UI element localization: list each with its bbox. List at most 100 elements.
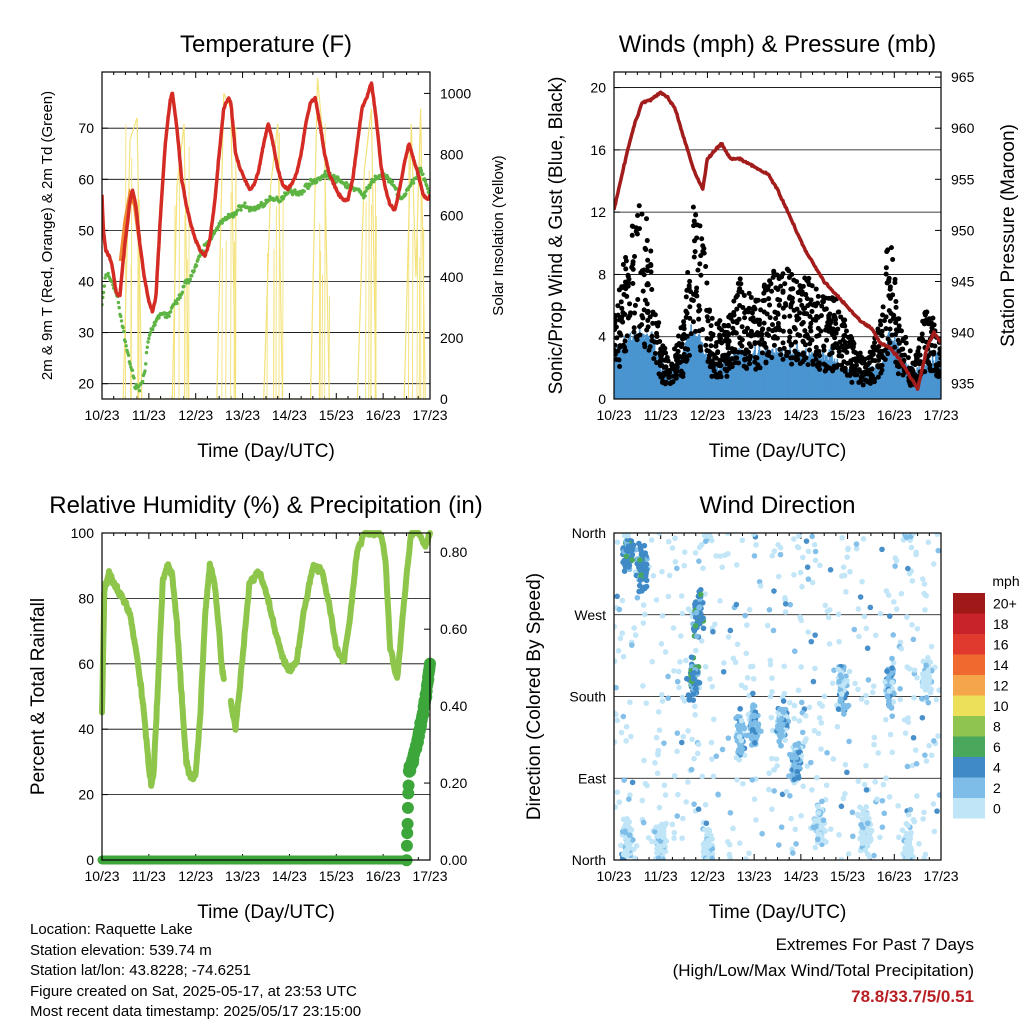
direction-point (931, 738, 937, 744)
direction-point (708, 739, 715, 746)
direction-point (643, 583, 650, 590)
dewpoint-point (363, 194, 367, 198)
gust-point (778, 283, 784, 289)
gust-point (775, 310, 781, 316)
gust-point (678, 368, 684, 374)
plot-frame (613, 532, 942, 861)
direction-point (871, 741, 877, 748)
dewpoint-point (302, 189, 306, 193)
gust-point (737, 276, 743, 282)
gust-point (691, 223, 697, 229)
direction-point (863, 692, 869, 699)
direction-point (779, 728, 785, 734)
gust-point (739, 324, 745, 330)
direction-point (778, 723, 785, 730)
direction-point (702, 801, 709, 808)
gust-point (635, 296, 641, 302)
direction-point (653, 824, 660, 830)
gust-point (648, 263, 654, 269)
direction-point (845, 851, 852, 857)
gust-point (667, 370, 673, 376)
dewpoint-point (323, 169, 328, 174)
direction-point (823, 782, 830, 789)
direction-point (860, 536, 867, 542)
direction-point (791, 571, 797, 578)
gust-point (729, 356, 735, 362)
gust-point (800, 283, 806, 289)
gust-point (761, 342, 767, 348)
direction-point (811, 817, 818, 824)
gust-point (790, 286, 796, 292)
gust-point (807, 314, 813, 320)
direction-point (656, 727, 663, 734)
direction-point (626, 832, 633, 839)
x-tick-label: 16/23 (366, 868, 401, 884)
dewpoint-point (140, 379, 145, 384)
gust-point (938, 355, 941, 361)
direction-point (886, 794, 893, 800)
direction-point (677, 659, 683, 665)
direction-point (824, 608, 831, 615)
x-tick-label: 13/23 (737, 407, 772, 423)
gust-point (630, 266, 636, 272)
direction-point (727, 810, 734, 816)
gust-point (802, 311, 808, 317)
gust-point (894, 363, 900, 369)
direction-point (709, 855, 715, 860)
gust-point (640, 315, 646, 321)
direction-point (712, 621, 718, 628)
direction-point (845, 546, 851, 553)
gust-point (711, 368, 717, 374)
y-tick-label: 50 (78, 222, 94, 238)
direction-point (869, 689, 876, 696)
gust-point (872, 358, 878, 364)
direction-point (746, 850, 752, 857)
direction-point (906, 570, 913, 577)
y-tick-label: 8 (598, 266, 606, 282)
gust-point (843, 328, 849, 334)
dewpoint-point (411, 181, 416, 185)
gust-point (890, 256, 896, 262)
dewpoint-point (404, 192, 408, 196)
gust-point (733, 355, 739, 361)
gust-point (644, 282, 650, 288)
direction-point (734, 723, 741, 729)
gust-point (821, 347, 827, 353)
direction-point (725, 634, 732, 640)
direction-point (910, 636, 917, 643)
direction-point (685, 779, 691, 785)
direction-point (892, 563, 898, 569)
direction-point (726, 841, 733, 848)
gust-point (635, 213, 641, 219)
gust-point (808, 328, 814, 334)
gust-point (807, 301, 813, 307)
direction-point (777, 544, 784, 551)
direction-point (620, 653, 627, 660)
gust-point (786, 338, 792, 344)
gust-point (937, 346, 941, 352)
gust-point (883, 326, 889, 332)
direction-point (617, 842, 624, 849)
gust-point (894, 316, 900, 322)
direction-point (904, 614, 910, 620)
gust-point (880, 304, 886, 310)
direction-point (739, 537, 746, 544)
direction-point (640, 553, 646, 559)
gust-point (645, 268, 651, 274)
gust-point (794, 316, 800, 322)
direction-point (709, 756, 715, 762)
direction-point (706, 828, 713, 835)
direction-point (858, 696, 865, 702)
direction-point (855, 606, 862, 612)
gust-point (787, 334, 793, 340)
gust-point (738, 281, 744, 287)
direction-point (913, 549, 920, 556)
direction-point (775, 573, 782, 580)
direction-point (816, 818, 822, 824)
gust-point (742, 315, 748, 321)
gust-point (710, 333, 716, 339)
gust-point (831, 312, 837, 318)
gust-point (791, 277, 797, 283)
direction-point (875, 750, 882, 756)
direction-point (903, 534, 910, 541)
